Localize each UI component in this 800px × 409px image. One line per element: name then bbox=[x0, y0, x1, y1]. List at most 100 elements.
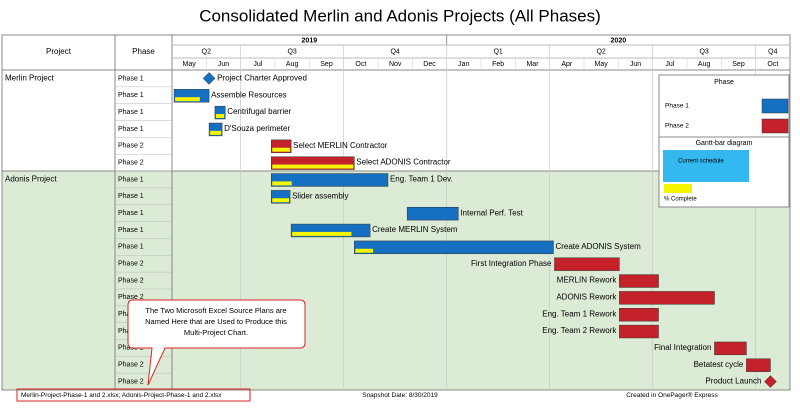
task-label: Select MERLIN Contractor bbox=[293, 141, 388, 150]
callout-text: Multi-Project Chart. bbox=[184, 328, 248, 337]
task-label: Assemble Resources bbox=[211, 90, 287, 99]
group-label: Merlin Project bbox=[5, 74, 55, 83]
footer-source-box bbox=[16, 388, 251, 402]
phase-label: Phase 1 bbox=[118, 92, 144, 99]
phase-label: Phase 2 bbox=[118, 261, 144, 268]
callout-text: Named Here that are Used to Produce this bbox=[145, 317, 287, 326]
task-label: ADONIS Rework bbox=[556, 292, 617, 301]
callout-text: The Two Microsoft Excel Source Plans are bbox=[145, 306, 286, 315]
task-label: Centrifugal barrier bbox=[227, 107, 291, 116]
month-label: Dec bbox=[423, 61, 436, 68]
phase-label: Phase 1 bbox=[118, 109, 144, 116]
task-bar bbox=[714, 341, 747, 356]
footer-sources: Merlin-Project-Phase-1 and 2.xlsx; Adoni… bbox=[21, 392, 222, 399]
month-label: Jan bbox=[458, 61, 469, 68]
legend-label: % Complete bbox=[664, 197, 697, 203]
month-label: May bbox=[595, 61, 609, 68]
progress-bar bbox=[355, 248, 374, 253]
task-label: MERLIN Rework bbox=[557, 276, 618, 285]
quarter-label: Q4 bbox=[768, 48, 777, 55]
task-label: Slider assembly bbox=[292, 191, 348, 200]
phase-label: Phase 2 bbox=[118, 277, 144, 284]
footer-created: Created in OnePager® Express bbox=[626, 391, 718, 399]
legend-label: Phase 1 bbox=[665, 103, 689, 110]
task-label: D'Souza perimeter bbox=[224, 124, 290, 133]
legend-label: Current schedule bbox=[678, 159, 724, 165]
quarter-label: Q3 bbox=[699, 48, 708, 55]
phase-label: Phase 2 bbox=[118, 294, 144, 301]
month-label: Aug bbox=[286, 61, 299, 68]
task-bar bbox=[354, 240, 554, 255]
task-bar bbox=[214, 105, 226, 120]
month-label: Jun bbox=[630, 61, 641, 68]
task-bar bbox=[619, 291, 715, 305]
callout-box bbox=[127, 299, 306, 386]
phase-label: Phase 2 bbox=[118, 159, 144, 166]
task-bar bbox=[554, 257, 620, 271]
phase-label: Phase 1 bbox=[118, 176, 144, 183]
year-label: 2020 bbox=[611, 37, 627, 44]
legend-swatch bbox=[761, 118, 789, 134]
column-header: Project bbox=[46, 47, 72, 56]
phase-label: Phase 1 bbox=[118, 210, 144, 217]
quarter-label: Q4 bbox=[390, 48, 399, 55]
chart-title: Consolidated Merlin and Adonis Projects … bbox=[199, 6, 601, 25]
month-label: Mar bbox=[526, 61, 539, 68]
progress-bar bbox=[215, 114, 225, 119]
month-label: Jul bbox=[253, 61, 262, 68]
footer-snapshot: Snapshot Date: 8/30/2019 bbox=[362, 392, 438, 399]
progress-bar bbox=[210, 130, 222, 135]
phase-label: Phase 1 bbox=[118, 193, 144, 200]
phase-label: Phase 1 bbox=[118, 75, 144, 82]
month-label: Aug bbox=[698, 61, 711, 68]
quarter-label: Q2 bbox=[202, 48, 211, 55]
year-label: 2019 bbox=[302, 37, 318, 44]
task-bar bbox=[619, 274, 659, 288]
phase-label: Phase 2 bbox=[118, 378, 144, 385]
phase-label: Phase 1 bbox=[118, 244, 144, 251]
legend-label: Phase 2 bbox=[665, 123, 689, 130]
legend-progress bbox=[664, 184, 692, 193]
progress-bar bbox=[292, 231, 352, 236]
month-label: Sep bbox=[320, 61, 333, 68]
month-label: Apr bbox=[561, 61, 573, 68]
task-label: First Integration Phase bbox=[471, 259, 552, 268]
task-label: Eng. Team 1 Dev. bbox=[390, 175, 453, 184]
task-bar bbox=[619, 308, 659, 322]
quarter-label: Q3 bbox=[287, 48, 296, 55]
progress-bar bbox=[272, 181, 292, 186]
task-label: Internal Perf. Test bbox=[460, 208, 523, 217]
milestone bbox=[202, 72, 216, 85]
month-label: Oct bbox=[767, 61, 778, 68]
phase-label: Phase 1 bbox=[118, 126, 144, 133]
task-label: Betatest cycle bbox=[694, 360, 744, 369]
legend-title: Gantt-bar diagram bbox=[696, 140, 753, 147]
month-label: Nov bbox=[389, 61, 402, 68]
month-label: Sep bbox=[732, 61, 745, 68]
task-label: Product Launch bbox=[705, 377, 761, 386]
task-bar bbox=[406, 206, 459, 221]
table-frame bbox=[1, 34, 791, 391]
task-bar bbox=[619, 324, 659, 339]
phase-label: Phase 2 bbox=[118, 143, 144, 150]
month-label: Feb bbox=[492, 61, 504, 68]
progress-bar bbox=[272, 164, 354, 169]
task-bar bbox=[746, 358, 771, 372]
quarter-label: Q2 bbox=[596, 48, 605, 55]
progress-bar bbox=[272, 147, 291, 152]
phase-label: Phase 1 bbox=[118, 227, 144, 234]
legend-title: Phase bbox=[714, 79, 734, 86]
task-label: Create ADONIS System bbox=[555, 242, 641, 251]
month-label: May bbox=[183, 61, 197, 68]
month-label: Jul bbox=[665, 61, 674, 68]
progress-bar bbox=[272, 198, 290, 203]
quarter-label: Q1 bbox=[493, 48, 502, 55]
group-label: Adonis Project bbox=[5, 175, 57, 184]
legend-swatch bbox=[761, 98, 789, 114]
column-header: Phase bbox=[132, 47, 155, 56]
task-label: Create MERLIN System bbox=[372, 225, 458, 234]
progress-bar bbox=[175, 97, 200, 102]
task-label: Eng. Team 2 Rework bbox=[542, 326, 617, 335]
